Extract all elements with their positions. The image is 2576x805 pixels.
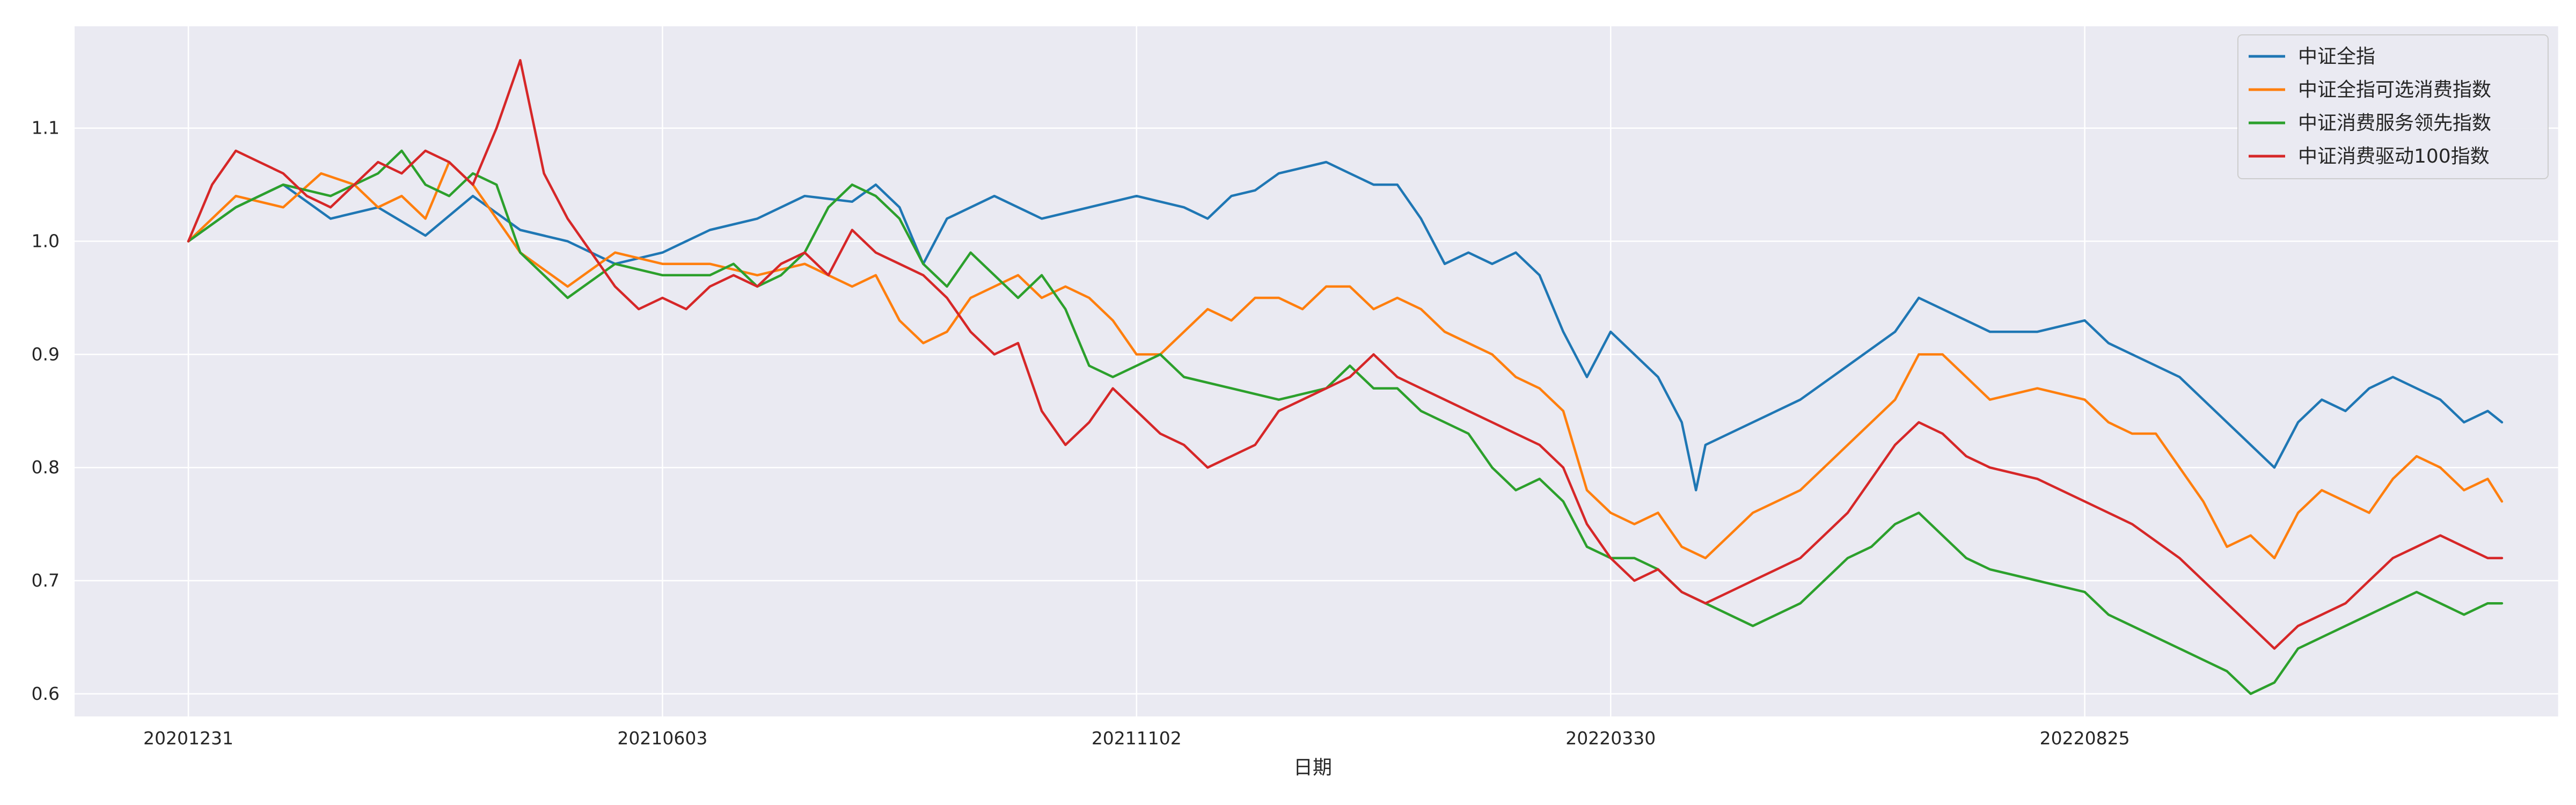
y-tick-label: 0.6 — [32, 683, 60, 704]
y-tick-label: 1.1 — [32, 118, 60, 138]
legend-label: 中证全指 — [2298, 46, 2375, 68]
series-line — [187, 160, 2504, 492]
axis-tick-labels: 0.6 0.7 0.8 0.9 1.0 1.1 20201231 20210603 202111… — [32, 118, 2130, 749]
y-tick-label: 0.7 — [32, 570, 60, 591]
plot-background — [75, 26, 2559, 716]
legend-label: 中证消费驱动100指数 — [2298, 145, 2490, 167]
y-tick-label: 0.8 — [32, 457, 60, 478]
series-line — [187, 160, 2504, 560]
series-lines — [187, 58, 2504, 696]
y-tick-label: 1.0 — [32, 231, 60, 252]
y-tick-label: 0.9 — [32, 343, 60, 364]
legend-label: 中证全指可选消费指数 — [2298, 79, 2491, 101]
grid-lines — [75, 26, 2560, 716]
x-tick-label: 20210603 — [617, 728, 707, 749]
series-line — [187, 149, 2504, 696]
x-tick-label: 20211102 — [1092, 728, 1182, 749]
x-tick-label: 20220330 — [1565, 728, 1656, 749]
legend-label: 中证消费服务领先指数 — [2298, 112, 2491, 134]
x-tick-label: 20201231 — [143, 728, 233, 749]
series-line — [187, 58, 2504, 650]
x-tick-label: 20220825 — [2040, 728, 2130, 749]
legend-box — [2237, 34, 2549, 179]
x-axis-label: 日期 — [1293, 757, 1332, 779]
